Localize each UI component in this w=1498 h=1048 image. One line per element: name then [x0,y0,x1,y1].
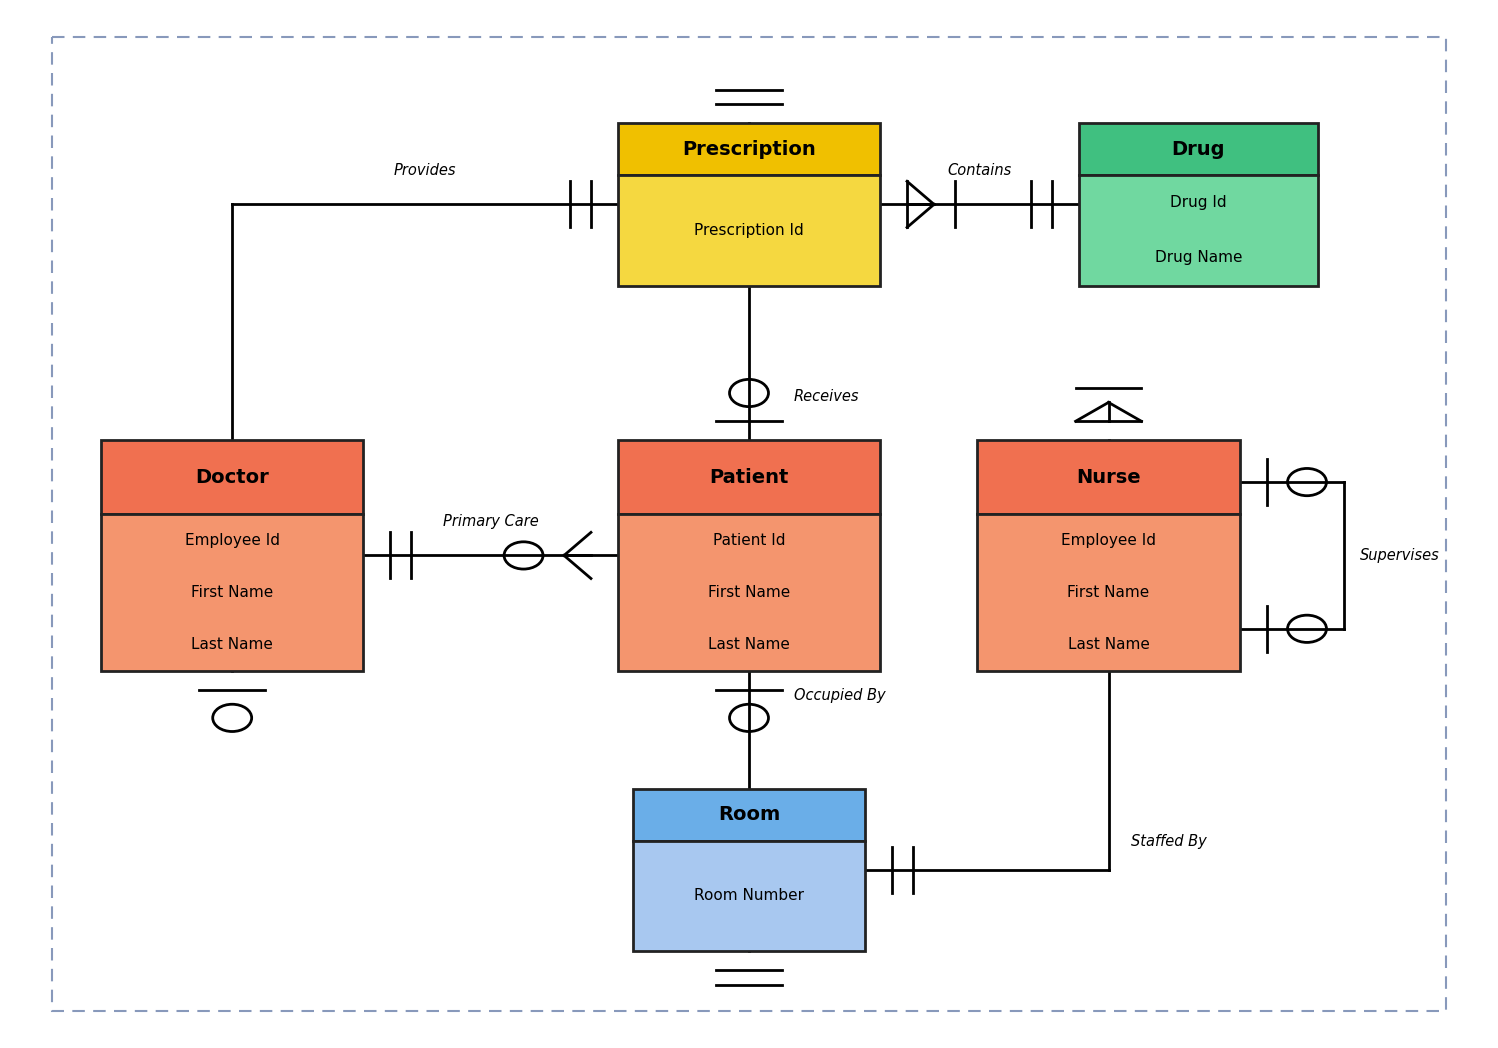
Text: Supervises: Supervises [1360,548,1440,563]
Bar [1079,124,1318,175]
Text: Receives: Receives [794,390,860,405]
Bar [617,124,879,175]
Bar [102,514,363,671]
Bar [617,514,879,671]
Text: Drug Id: Drug Id [1170,195,1227,211]
Text: Contains: Contains [947,163,1011,178]
Bar [977,440,1239,514]
Bar [102,440,363,514]
Bar [977,514,1239,671]
Bar [617,440,879,514]
Text: Occupied By: Occupied By [794,689,885,703]
Text: Patient: Patient [710,467,788,486]
Text: Staffed By: Staffed By [1131,834,1207,849]
Text: Drug: Drug [1171,139,1225,158]
Text: Last Name: Last Name [192,637,273,652]
Text: Employee Id: Employee Id [1061,532,1156,547]
Text: First Name: First Name [192,585,273,599]
Text: Provides: Provides [394,163,457,178]
Text: Nurse: Nurse [1076,467,1141,486]
Bar [632,788,866,840]
Text: First Name: First Name [709,585,789,599]
Bar [1079,175,1318,286]
Text: First Name: First Name [1068,585,1149,599]
Text: Doctor: Doctor [195,467,270,486]
Text: Prescription: Prescription [682,139,816,158]
Bar [617,175,879,286]
Text: Patient Id: Patient Id [713,532,785,547]
Text: Room Number: Room Number [694,889,804,903]
Text: Prescription Id: Prescription Id [694,223,804,238]
Text: Last Name: Last Name [709,637,789,652]
Text: Room: Room [718,805,780,824]
Text: Drug Name: Drug Name [1155,250,1242,265]
Text: Last Name: Last Name [1068,637,1149,652]
Text: Employee Id: Employee Id [184,532,280,547]
Bar [632,840,866,952]
Text: Primary Care: Primary Care [443,515,538,529]
